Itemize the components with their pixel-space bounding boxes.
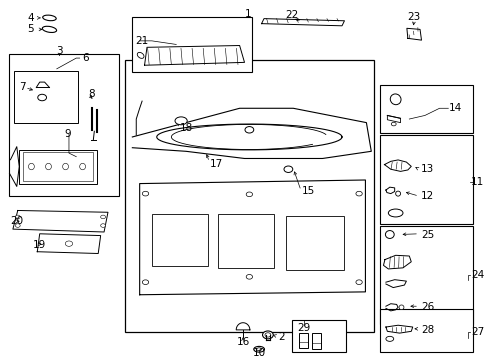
Polygon shape [236,323,249,330]
Ellipse shape [137,53,143,58]
Text: 26: 26 [420,302,433,312]
Ellipse shape [80,163,85,170]
Ellipse shape [355,280,362,284]
Bar [9,54,119,196]
Ellipse shape [390,122,395,126]
Ellipse shape [389,94,400,105]
Ellipse shape [65,241,73,246]
Text: 11: 11 [470,177,484,187]
Bar [299,333,307,348]
Ellipse shape [385,336,393,341]
Ellipse shape [42,26,57,32]
Text: 24: 24 [470,270,484,280]
Polygon shape [37,234,101,253]
Bar [14,71,78,123]
Text: 29: 29 [297,323,310,333]
Polygon shape [13,211,108,232]
Bar [217,214,273,268]
Text: 1: 1 [244,9,251,19]
Ellipse shape [45,163,51,170]
Text: 3: 3 [56,46,62,56]
Ellipse shape [38,94,46,101]
Text: 14: 14 [448,103,462,113]
Ellipse shape [284,166,292,172]
Polygon shape [132,108,370,158]
Bar [69,217,96,228]
Text: 28: 28 [420,325,433,335]
Text: 15: 15 [302,186,315,196]
Text: 13: 13 [420,164,433,174]
Bar [125,60,373,332]
Ellipse shape [142,191,148,196]
Text: 6: 6 [82,53,89,63]
Bar [311,333,320,349]
Bar [20,217,40,228]
Text: 25: 25 [420,230,433,239]
Text: 8: 8 [88,89,95,99]
Ellipse shape [142,280,148,284]
Ellipse shape [256,348,261,351]
Text: 22: 22 [285,10,298,20]
Text: 2: 2 [278,332,285,342]
Text: 4: 4 [27,13,34,23]
Ellipse shape [395,191,400,196]
Ellipse shape [355,191,362,196]
Bar [152,214,207,266]
Text: 17: 17 [209,159,222,169]
Ellipse shape [253,346,264,352]
Ellipse shape [101,215,105,219]
Bar [23,152,93,181]
Polygon shape [384,160,410,171]
Bar [379,85,472,133]
Text: 9: 9 [64,129,71,139]
Ellipse shape [175,117,187,125]
Ellipse shape [264,333,270,337]
Bar [379,135,472,224]
Ellipse shape [245,274,252,279]
Ellipse shape [62,163,68,170]
Polygon shape [383,255,410,269]
Bar [285,216,344,270]
Text: 12: 12 [420,191,433,201]
Bar [44,217,64,228]
Ellipse shape [101,224,105,227]
Ellipse shape [15,224,20,227]
Ellipse shape [42,15,56,21]
Polygon shape [140,180,365,295]
Text: 21: 21 [135,36,148,46]
Bar [19,149,97,184]
Ellipse shape [245,192,252,197]
Bar [132,17,251,72]
Text: 19: 19 [32,239,45,249]
Ellipse shape [398,305,403,310]
Ellipse shape [262,331,273,339]
Bar [379,225,472,324]
Text: 10: 10 [252,348,265,358]
Ellipse shape [244,127,253,133]
Text: 27: 27 [470,327,484,337]
Text: 16: 16 [236,337,249,347]
Polygon shape [261,19,344,26]
Ellipse shape [387,209,402,217]
Polygon shape [385,325,412,333]
Text: 7: 7 [19,82,26,93]
Ellipse shape [28,163,34,170]
Text: 23: 23 [407,12,420,22]
Ellipse shape [385,230,393,238]
Ellipse shape [15,215,20,219]
Polygon shape [385,280,406,288]
Bar [379,309,472,352]
Bar [292,320,345,352]
Text: 18: 18 [180,123,193,133]
Bar [42,237,96,250]
Polygon shape [144,45,244,65]
Polygon shape [406,28,421,40]
Text: 20: 20 [10,216,23,226]
Text: 5: 5 [27,24,34,35]
